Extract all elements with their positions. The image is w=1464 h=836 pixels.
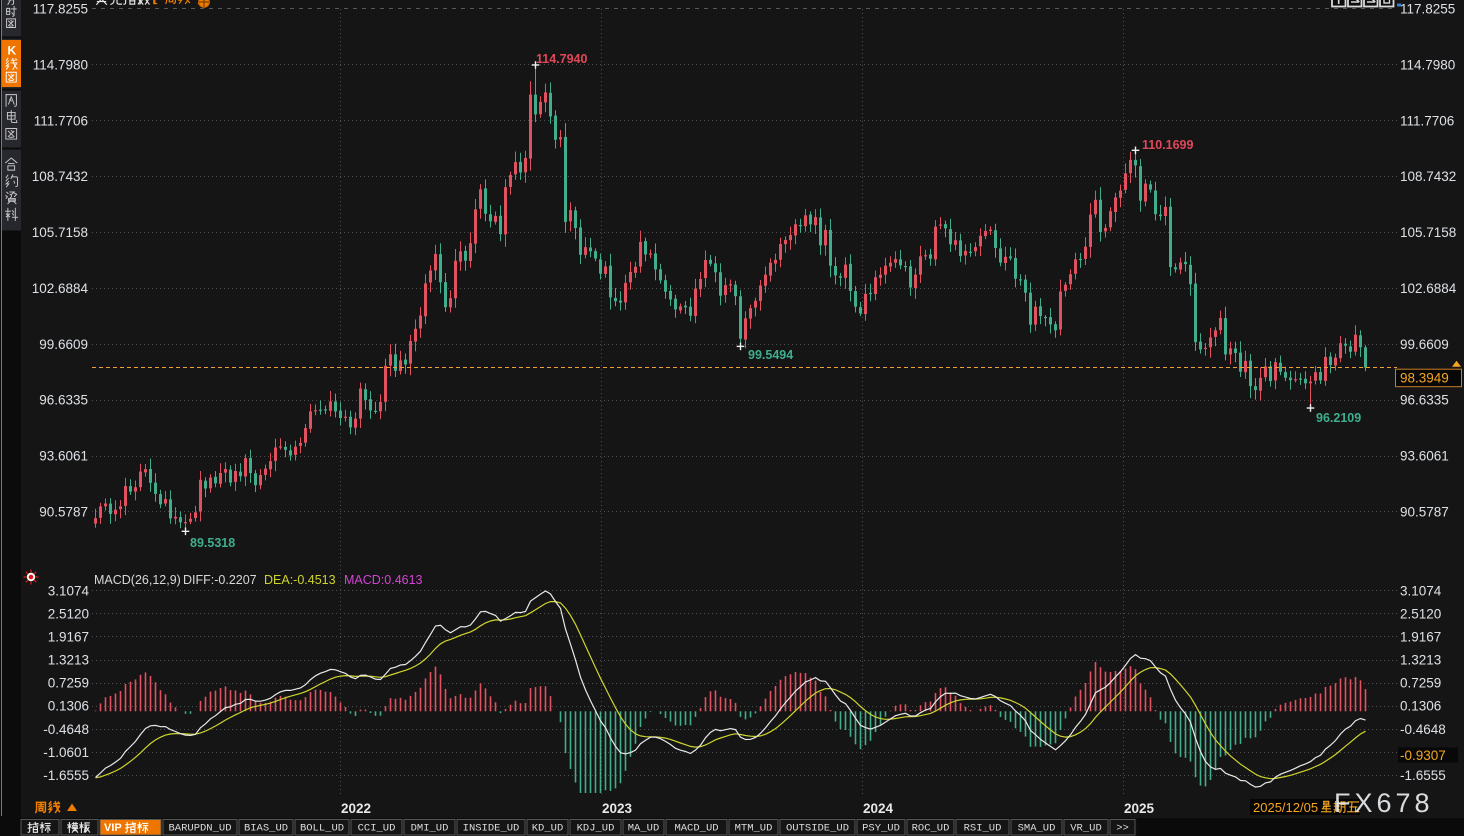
svg-text:-0.4648: -0.4648 — [1400, 722, 1446, 737]
svg-text:3.1074: 3.1074 — [48, 583, 90, 598]
svg-text:DIFF:-0.2207: DIFF:-0.2207 — [183, 573, 257, 587]
svg-text:110.1699: 110.1699 — [1142, 138, 1193, 152]
svg-text:1.3213: 1.3213 — [48, 653, 89, 668]
svg-text:-1.6555: -1.6555 — [1400, 768, 1446, 783]
svg-text:93.6061: 93.6061 — [1400, 449, 1449, 464]
svg-text:96.6335: 96.6335 — [1400, 393, 1449, 408]
svg-text:2025/12/05: 2025/12/05 — [1253, 800, 1318, 815]
svg-text:2022: 2022 — [341, 801, 371, 816]
svg-text:3.1074: 3.1074 — [1400, 583, 1442, 598]
svg-text:INSIDE_UD: INSIDE_UD — [463, 823, 520, 835]
svg-text:93.6061: 93.6061 — [39, 449, 88, 464]
svg-text:MACD_UD: MACD_UD — [674, 823, 718, 835]
svg-text:0.7259: 0.7259 — [1400, 676, 1441, 691]
svg-text:108.7432: 108.7432 — [32, 169, 88, 184]
svg-text:111.7706: 111.7706 — [34, 113, 88, 128]
svg-text:111.7706: 111.7706 — [1400, 113, 1454, 128]
svg-text:MTM_UD: MTM_UD — [735, 823, 773, 835]
svg-text:98.3949: 98.3949 — [1400, 371, 1449, 386]
svg-text:2024: 2024 — [863, 801, 894, 816]
svg-text:RSI_UD: RSI_UD — [964, 823, 1002, 835]
svg-text:VIP: VIP — [104, 822, 122, 834]
svg-text:BIAS_UD: BIAS_UD — [244, 823, 288, 835]
svg-text:KD_UD: KD_UD — [532, 823, 564, 835]
svg-text:117.8255: 117.8255 — [33, 2, 88, 17]
svg-text:96.6335: 96.6335 — [39, 393, 88, 408]
svg-text:102.6884: 102.6884 — [32, 281, 89, 296]
svg-text:0.1306: 0.1306 — [48, 699, 89, 714]
svg-text:1.3213: 1.3213 — [1400, 653, 1441, 668]
svg-text:117.8255: 117.8255 — [1400, 2, 1455, 17]
svg-text:MA_UD: MA_UD — [628, 823, 660, 835]
svg-text:105.7158: 105.7158 — [1400, 225, 1456, 240]
svg-text:-0.9307: -0.9307 — [1400, 748, 1446, 763]
svg-text:CCI_UD: CCI_UD — [358, 823, 396, 835]
svg-text:MACD:0.4613: MACD:0.4613 — [344, 573, 423, 587]
svg-text:90.5787: 90.5787 — [1400, 505, 1449, 520]
svg-text:96.2109: 96.2109 — [1316, 411, 1361, 425]
svg-text:114.7980: 114.7980 — [33, 57, 88, 72]
svg-text:SMA_UD: SMA_UD — [1018, 823, 1056, 835]
svg-text:108.7432: 108.7432 — [1400, 169, 1456, 184]
svg-text:105.7158: 105.7158 — [32, 225, 88, 240]
svg-text:PSY_UD: PSY_UD — [862, 823, 900, 835]
svg-text:2025: 2025 — [1124, 801, 1155, 816]
svg-text:K: K — [8, 44, 17, 58]
svg-text:2.5120: 2.5120 — [1400, 606, 1441, 621]
svg-text:114.7980: 114.7980 — [1400, 57, 1455, 72]
svg-text:99.6609: 99.6609 — [39, 337, 88, 352]
svg-text:1.9167: 1.9167 — [1400, 630, 1441, 645]
svg-text:0.1306: 0.1306 — [1400, 699, 1441, 714]
svg-text:>>: >> — [1116, 823, 1129, 835]
svg-text:114.7940: 114.7940 — [536, 52, 587, 66]
svg-text:99.5494: 99.5494 — [748, 348, 793, 362]
svg-text:1.9167: 1.9167 — [48, 630, 89, 645]
svg-text:ROC_UD: ROC_UD — [912, 823, 950, 835]
svg-text:2.5120: 2.5120 — [48, 606, 89, 621]
svg-text:BARUPDN_UD: BARUPDN_UD — [168, 823, 231, 835]
svg-text:90.5787: 90.5787 — [39, 505, 88, 520]
svg-text:-1.0601: -1.0601 — [43, 745, 89, 760]
svg-text:2023: 2023 — [602, 801, 633, 816]
svg-text:OUTSIDE_UD: OUTSIDE_UD — [786, 823, 849, 835]
svg-text:89.5318: 89.5318 — [190, 536, 235, 550]
svg-text:VR_UD: VR_UD — [1070, 823, 1102, 835]
svg-text:FX678: FX678 — [1334, 788, 1434, 818]
svg-text:DMI_UD: DMI_UD — [411, 823, 449, 835]
svg-text:99.6609: 99.6609 — [1400, 337, 1449, 352]
svg-text:BOLL_UD: BOLL_UD — [300, 823, 344, 835]
svg-text:102.6884: 102.6884 — [1400, 281, 1457, 296]
svg-text:-0.4648: -0.4648 — [43, 722, 89, 737]
svg-text:-1.6555: -1.6555 — [43, 768, 89, 783]
svg-text:DEA:-0.4513: DEA:-0.4513 — [264, 573, 336, 587]
svg-text:0.7259: 0.7259 — [48, 676, 89, 691]
svg-text:KDJ_UD: KDJ_UD — [577, 823, 615, 835]
svg-text:MACD(26,12,9): MACD(26,12,9) — [94, 573, 181, 587]
